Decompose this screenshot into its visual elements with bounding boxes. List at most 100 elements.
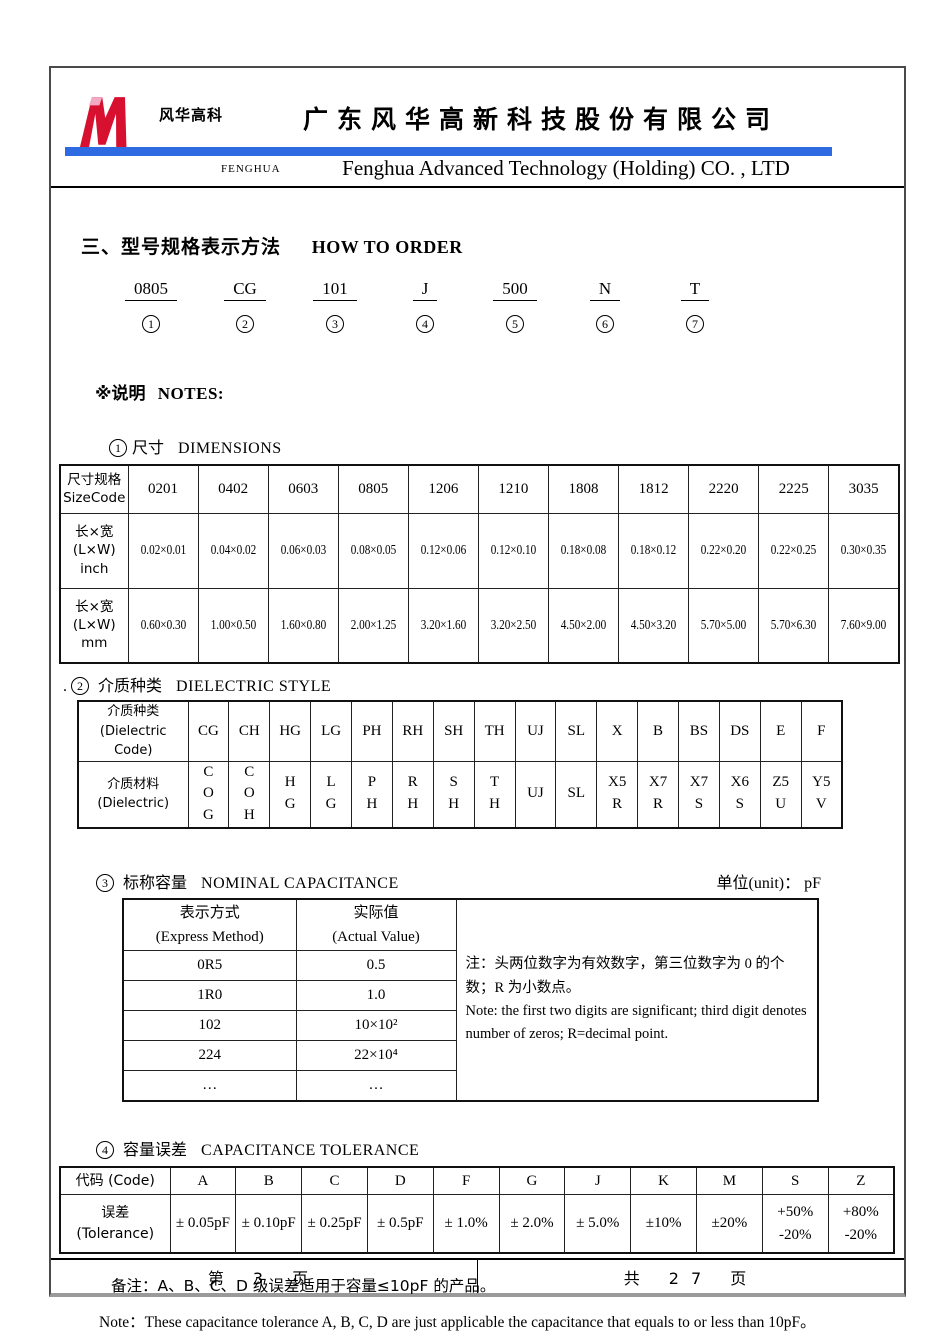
cell: 0.02×0.01 [127,512,199,589]
cell: B [637,700,679,762]
order-mark: 5 [506,315,524,333]
header-rule [51,186,904,188]
cell: RH [391,700,434,762]
cell: 1812 [618,464,690,514]
cell: X6S [718,760,761,829]
cell: 0201 [127,464,199,514]
cell: +80% -20% [827,1194,895,1254]
circled-2-icon: 2 [71,677,89,695]
cell: 3035 [828,464,900,514]
cell: HG [269,760,312,829]
cell: CG [187,700,230,762]
cell: BS [678,700,720,762]
cell: 1.60×0.80 [267,587,339,664]
cell: 0.60×0.30 [127,587,199,664]
cell: HG [269,700,312,762]
logo-wordmark: 风华高科 [159,106,224,124]
row-header: 介质种类 (Dielectric Code) [77,700,189,762]
capacitance-title: 3 标称容量 NOMINAL CAPACITANCE [96,869,399,893]
cell: 0603 [267,464,339,514]
cell: LG [310,760,352,829]
cell: J [564,1166,632,1196]
cell: 3.20×1.60 [407,587,479,664]
order-mark: 2 [236,315,254,333]
cell: 0.06×0.03 [267,512,339,589]
tolerance-table: 代码 (Code) A B C D F G J K M S Z 误差 (Tole… [59,1165,895,1254]
order-code-col: CG 2 [211,279,279,333]
cell: UJ [514,700,557,762]
cell: 22×10⁴ [295,1040,457,1072]
cell: CH [228,700,271,762]
dielectric-table: 介质种类 (Dielectric Code) CG CH HG LG PH RH… [77,700,843,829]
page-frame: 风华高科 广东风华高新科技股份有限公司 FENGHUA Fenghua Adva… [49,66,906,1331]
order-code-col: T 7 [661,279,729,333]
accent-bar [65,147,832,156]
dielectric-title: . 2 介质种类 DIELECTRIC STYLE [63,676,332,695]
order-code-col: N 6 [571,279,639,333]
header: 风华高科 广东风华高新科技股份有限公司 FENGHUA Fenghua Adva… [51,68,904,188]
cell: PH [351,700,393,762]
cell: X [596,700,639,762]
cell: ± 5.0% [564,1194,632,1254]
cell: 0.12×0.06 [407,512,479,589]
cell: 0.18×0.08 [547,512,620,589]
footer-page-number: 第 3 页 [51,1260,478,1293]
cell: … [295,1070,457,1102]
cell: 2225 [758,464,830,514]
order-code-col: J 4 [391,279,459,333]
cell: 0.30×0.35 [828,512,900,589]
notes-heading: ※说明 NOTES: [95,379,904,404]
table-row: 0R5 0.5 [122,950,818,982]
footer: 第 3 页 共 27 页 [51,1258,904,1293]
cell: +50% -20% [761,1194,829,1254]
notes-heading-en: NOTES: [157,384,225,403]
section-title-cn: 三、型号规格表示方法 [81,236,282,258]
cell: 4.50×2.00 [547,587,620,664]
row-header: 代码 (Code) [59,1166,171,1196]
cell: … [122,1070,297,1102]
table-row: 尺寸规格 SizeCode 0201 0402 0603 0805 1206 1… [59,464,900,514]
cell: ±10% [630,1194,697,1254]
cell: X5R [596,760,639,829]
cell: Z5U [759,760,802,829]
cell: M [696,1166,763,1196]
cell: Z [827,1166,895,1196]
order-code-part: 500 [493,279,537,301]
cell: 0R5 [122,950,297,982]
cell: 1R0 [122,980,297,1012]
row-header: 尺寸规格 SizeCode [59,464,129,514]
company-name-cn: 广东风华高新科技股份有限公司 [302,105,779,134]
cell: C [301,1166,368,1196]
footer-total-pages: 共 27 页 [623,1268,759,1288]
order-mark: 7 [686,315,704,333]
table-row: 1R0 1.0 [122,980,818,1012]
cell: X7S [678,760,720,829]
cell: 0.5 [295,950,457,982]
order-code-part: T [680,279,710,301]
circled-1-icon: 1 [109,439,127,457]
order-mark: 4 [416,315,434,333]
cell: TH [473,760,516,829]
tolerance-title: 4 容量误差 CAPACITANCE TOLERANCE [96,1136,904,1160]
cell: COG [187,760,230,829]
column-header: 表示方式 (Express Method) [122,898,297,952]
tolerance-note-cn: 备注：A、B、C、D 级误差适用于容量≤10pF 的产品。 [111,1276,496,1295]
order-code-part: CG [224,279,266,301]
cell: S [761,1166,829,1196]
capacitance-note: 注：头两位数字为有效数字，第三位数字为 0 的个数；R 为小数点。 Note: … [455,898,819,1102]
table-row: 224 22×10⁴ [122,1040,818,1072]
table-row: 长×宽 (L×W) inch 0.02×0.01 0.04×0.02 0.06×… [59,512,900,589]
cell: ± 0.05pF [169,1194,237,1254]
cell: 4.50×3.20 [618,587,690,664]
cell: E [759,700,802,762]
table-row: 误差 (Tolerance) ± 0.05pF ± 0.10pF ± 0.25p… [59,1194,895,1254]
cell: 2.00×1.25 [337,587,409,664]
capacitance-table: 表示方式 (Express Method) 实际值 (Actual Value)… [122,897,819,1102]
section-title: 三、型号规格表示方法 HOW TO ORDER [81,232,904,259]
cell: SH [432,700,475,762]
company-name-en: Fenghua Advanced Technology (Holding) CO… [342,156,790,180]
cell: SL [555,760,598,829]
cell: 1808 [547,464,620,514]
tolerance-note-en: Note：These capacitance tolerance A, B, C… [99,1313,816,1331]
